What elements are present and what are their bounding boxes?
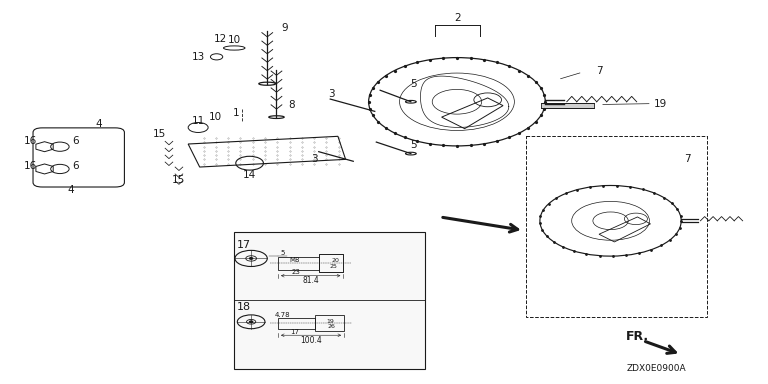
Bar <box>526 136 707 317</box>
Text: 23: 23 <box>292 269 301 275</box>
Text: 81.4: 81.4 <box>303 276 319 285</box>
Bar <box>278 257 319 270</box>
Text: 9: 9 <box>282 23 288 33</box>
Bar <box>541 103 594 108</box>
Text: 18: 18 <box>237 302 250 312</box>
Text: 10: 10 <box>227 35 241 45</box>
Text: 25: 25 <box>329 263 337 269</box>
Text: 3: 3 <box>311 154 317 164</box>
Text: 8: 8 <box>289 100 295 110</box>
Text: 5: 5 <box>410 79 416 89</box>
Text: 15: 15 <box>152 129 166 139</box>
Text: 20: 20 <box>332 258 339 263</box>
Text: 1: 1 <box>233 108 239 118</box>
Text: 6: 6 <box>72 136 78 146</box>
Text: 7: 7 <box>684 154 690 164</box>
Text: 5: 5 <box>410 140 416 150</box>
Text: 11: 11 <box>191 116 205 126</box>
Text: 5: 5 <box>280 250 285 257</box>
Text: 2: 2 <box>455 13 461 23</box>
Text: 10: 10 <box>208 112 222 122</box>
Text: 4: 4 <box>95 119 101 129</box>
Text: 19: 19 <box>654 99 667 109</box>
Text: 16: 16 <box>24 161 38 171</box>
Bar <box>319 254 343 272</box>
Text: 6: 6 <box>72 161 78 171</box>
Bar <box>278 318 315 329</box>
Text: M8: M8 <box>290 257 300 263</box>
Text: 13: 13 <box>191 52 205 62</box>
Text: 26: 26 <box>328 324 336 329</box>
Text: 19: 19 <box>326 318 334 324</box>
Bar <box>319 254 343 272</box>
Text: 12: 12 <box>214 34 227 44</box>
Text: 100.4: 100.4 <box>300 336 322 345</box>
Text: 15: 15 <box>171 175 185 185</box>
Text: 17: 17 <box>290 329 300 335</box>
Text: 14: 14 <box>243 170 257 180</box>
Text: 4: 4 <box>68 185 74 195</box>
Text: 3: 3 <box>329 89 335 99</box>
Text: FR.: FR. <box>626 329 649 343</box>
Text: 16: 16 <box>24 136 38 146</box>
Text: 7: 7 <box>596 66 602 76</box>
Text: ZDX0E0900A: ZDX0E0900A <box>627 364 687 373</box>
Bar <box>234 232 425 369</box>
Circle shape <box>250 258 253 259</box>
Bar <box>315 315 344 331</box>
Text: 17: 17 <box>237 240 250 250</box>
Text: 4.78: 4.78 <box>275 312 290 318</box>
Circle shape <box>250 321 253 323</box>
